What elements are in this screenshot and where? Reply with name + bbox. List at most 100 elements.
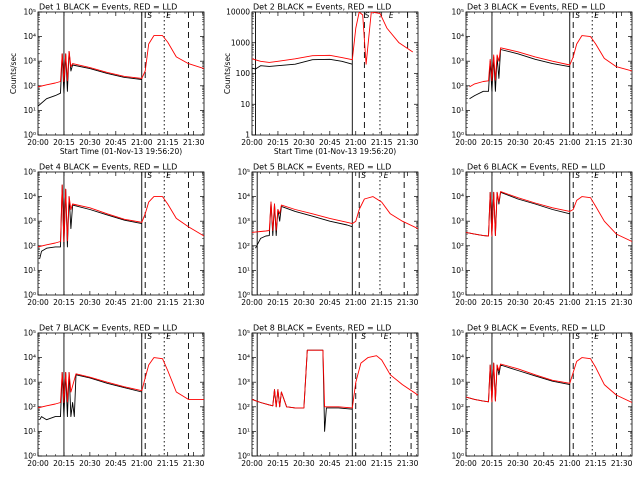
y-axis-title: Counts/sec <box>9 53 18 94</box>
x-tick-label: 21:30 <box>397 298 419 307</box>
panel-title: Det 2 BLACK = Events, RED = LLD <box>253 3 391 12</box>
x-tick-label: 20:15 <box>267 138 289 147</box>
series-events-line <box>39 371 142 421</box>
y-tick-label: 10¹ <box>451 266 464 275</box>
marker-annotation: S <box>365 11 370 20</box>
y-tick-label: 1000 <box>231 38 250 47</box>
x-tick-label: 20:30 <box>293 459 315 468</box>
x-tick-label: 20:00 <box>241 298 263 307</box>
plot-frame <box>37 11 205 136</box>
y-tick-label: 10⁰ <box>451 452 464 461</box>
x-tick-label: 20:45 <box>105 459 127 468</box>
y-tick-label: 10² <box>23 241 36 250</box>
y-tick-label: 10² <box>451 402 464 411</box>
panel-title-detector: Det 4 <box>39 163 63 172</box>
marker-annotation: S <box>147 11 152 20</box>
plot-frame <box>465 171 633 296</box>
plot-frame <box>465 332 633 457</box>
series-events-line <box>466 191 570 237</box>
marker-annotation: S <box>147 171 152 180</box>
x-tick-label: 21:30 <box>611 138 633 147</box>
x-tick-label: 21:00 <box>131 459 153 468</box>
x-tick-label: 20:00 <box>455 138 477 147</box>
panel-title: Det 1 BLACK = Events, RED = LLD <box>39 3 177 12</box>
y-tick-label: 10³ <box>237 378 250 387</box>
y-tick-label: 10³ <box>451 378 464 387</box>
panel-title-legend: BLACK = Events, RED = LLD <box>277 324 391 333</box>
x-tick-label: 21:30 <box>611 459 633 468</box>
x-tick-label: 20:45 <box>105 298 127 307</box>
panel-det-3: 10⁰ 10¹ 10² 10³ 10⁴ 10⁵ 20:00 20:15 20:30 20:45 21… <box>451 3 632 148</box>
marker-annotation: S <box>575 332 580 341</box>
y-tick-label: 10⁴ <box>451 192 464 201</box>
y-tick-label: 10⁰ <box>23 131 36 140</box>
plot-data <box>38 172 204 295</box>
x-tick-label: 20:15 <box>481 298 503 307</box>
series-lld-line <box>469 35 632 88</box>
plot-frame <box>37 332 205 457</box>
y-tick-label: 100 <box>236 69 251 78</box>
x-tick-label: 21:30 <box>183 459 205 468</box>
x-tick-label: 20:30 <box>293 138 315 147</box>
x-tick-label: 21:00 <box>345 298 367 307</box>
y-tick-label: 10² <box>23 402 36 411</box>
y-tick-label: 1 <box>245 131 250 140</box>
x-axis-title: Start Time (01-Nov-13 19:56:20) <box>274 147 396 156</box>
series-lld-line <box>38 35 204 88</box>
y-tick-label: 10¹ <box>23 106 36 115</box>
panel-title-detector: Det 9 <box>467 324 491 333</box>
y-tick-label: 10⁵ <box>23 329 36 338</box>
y-tick-label: 10³ <box>451 217 464 226</box>
x-tick-label: 21:30 <box>183 138 205 147</box>
x-tick-label: 20:15 <box>267 459 289 468</box>
x-tick-label: 20:15 <box>53 138 75 147</box>
x-tick-label: 20:00 <box>27 459 49 468</box>
y-tick-label: 10⁰ <box>237 452 250 461</box>
y-tick-label: 10³ <box>451 57 464 66</box>
panel-title-detector: Det 1 <box>39 3 63 12</box>
y-tick-label: 10² <box>451 241 464 250</box>
marker-annotation: E <box>594 332 599 341</box>
panel-title-legend: BLACK = Events, RED = LLD <box>63 324 177 333</box>
panel-title-detector: Det 8 <box>253 324 277 333</box>
y-tick-label: 10¹ <box>237 266 250 275</box>
x-tick-label: 20:30 <box>507 138 529 147</box>
series-lld-line <box>252 349 418 409</box>
y-tick-label: 10⁰ <box>23 452 36 461</box>
x-tick-label: 21:30 <box>611 298 633 307</box>
plot-data <box>252 333 418 456</box>
panel-det-8: 10⁰ 10¹ 10² 10³ 10⁴ 10⁵ 20:00 20:15 20:30 20:45 21… <box>237 324 418 469</box>
series-lld-line <box>38 357 204 409</box>
x-tick-label: 20:15 <box>481 138 503 147</box>
plot-frame <box>251 332 419 457</box>
y-tick-label: 10000 <box>226 8 250 17</box>
panel-title-detector: Det 6 <box>467 163 491 172</box>
panel-title-detector: Det 2 <box>253 3 277 12</box>
panel-title: Det 7 BLACK = Events, RED = LLD <box>39 324 177 333</box>
x-tick-label: 21:15 <box>371 298 393 307</box>
y-tick-label: 10³ <box>23 217 36 226</box>
marker-annotation: S <box>361 332 366 341</box>
panel-det-6: 10⁰ 10¹ 10² 10³ 10⁴ 10⁵ 20:00 20:15 20:30 20:45 21… <box>451 163 632 308</box>
x-tick-label: 21:15 <box>157 138 179 147</box>
panel-title: Det 5 BLACK = Events, RED = LLD <box>253 163 391 172</box>
y-tick-label: 10⁴ <box>451 32 464 41</box>
x-tick-label: 20:15 <box>267 298 289 307</box>
series-lld-line <box>38 184 204 248</box>
y-tick-label: 10⁴ <box>451 353 464 362</box>
marker-annotation: E <box>389 11 394 20</box>
y-tick-label: 10⁵ <box>451 8 464 17</box>
x-tick-label: 20:45 <box>533 138 555 147</box>
x-tick-label: 20:30 <box>507 459 529 468</box>
panel-title: Det 9 BLACK = Events, RED = LLD <box>467 324 605 333</box>
series-lld-line <box>466 191 632 242</box>
x-tick-label: 21:00 <box>345 138 367 147</box>
x-tick-label: 21:30 <box>397 459 419 468</box>
x-tick-label: 20:45 <box>319 459 341 468</box>
x-tick-label: 21:15 <box>585 298 607 307</box>
x-tick-label: 20:30 <box>79 138 101 147</box>
y-tick-label: 10⁵ <box>23 8 36 17</box>
x-tick-label: 20:45 <box>319 298 341 307</box>
y-tick-label: 10¹ <box>23 266 36 275</box>
x-tick-label: 20:00 <box>241 138 263 147</box>
